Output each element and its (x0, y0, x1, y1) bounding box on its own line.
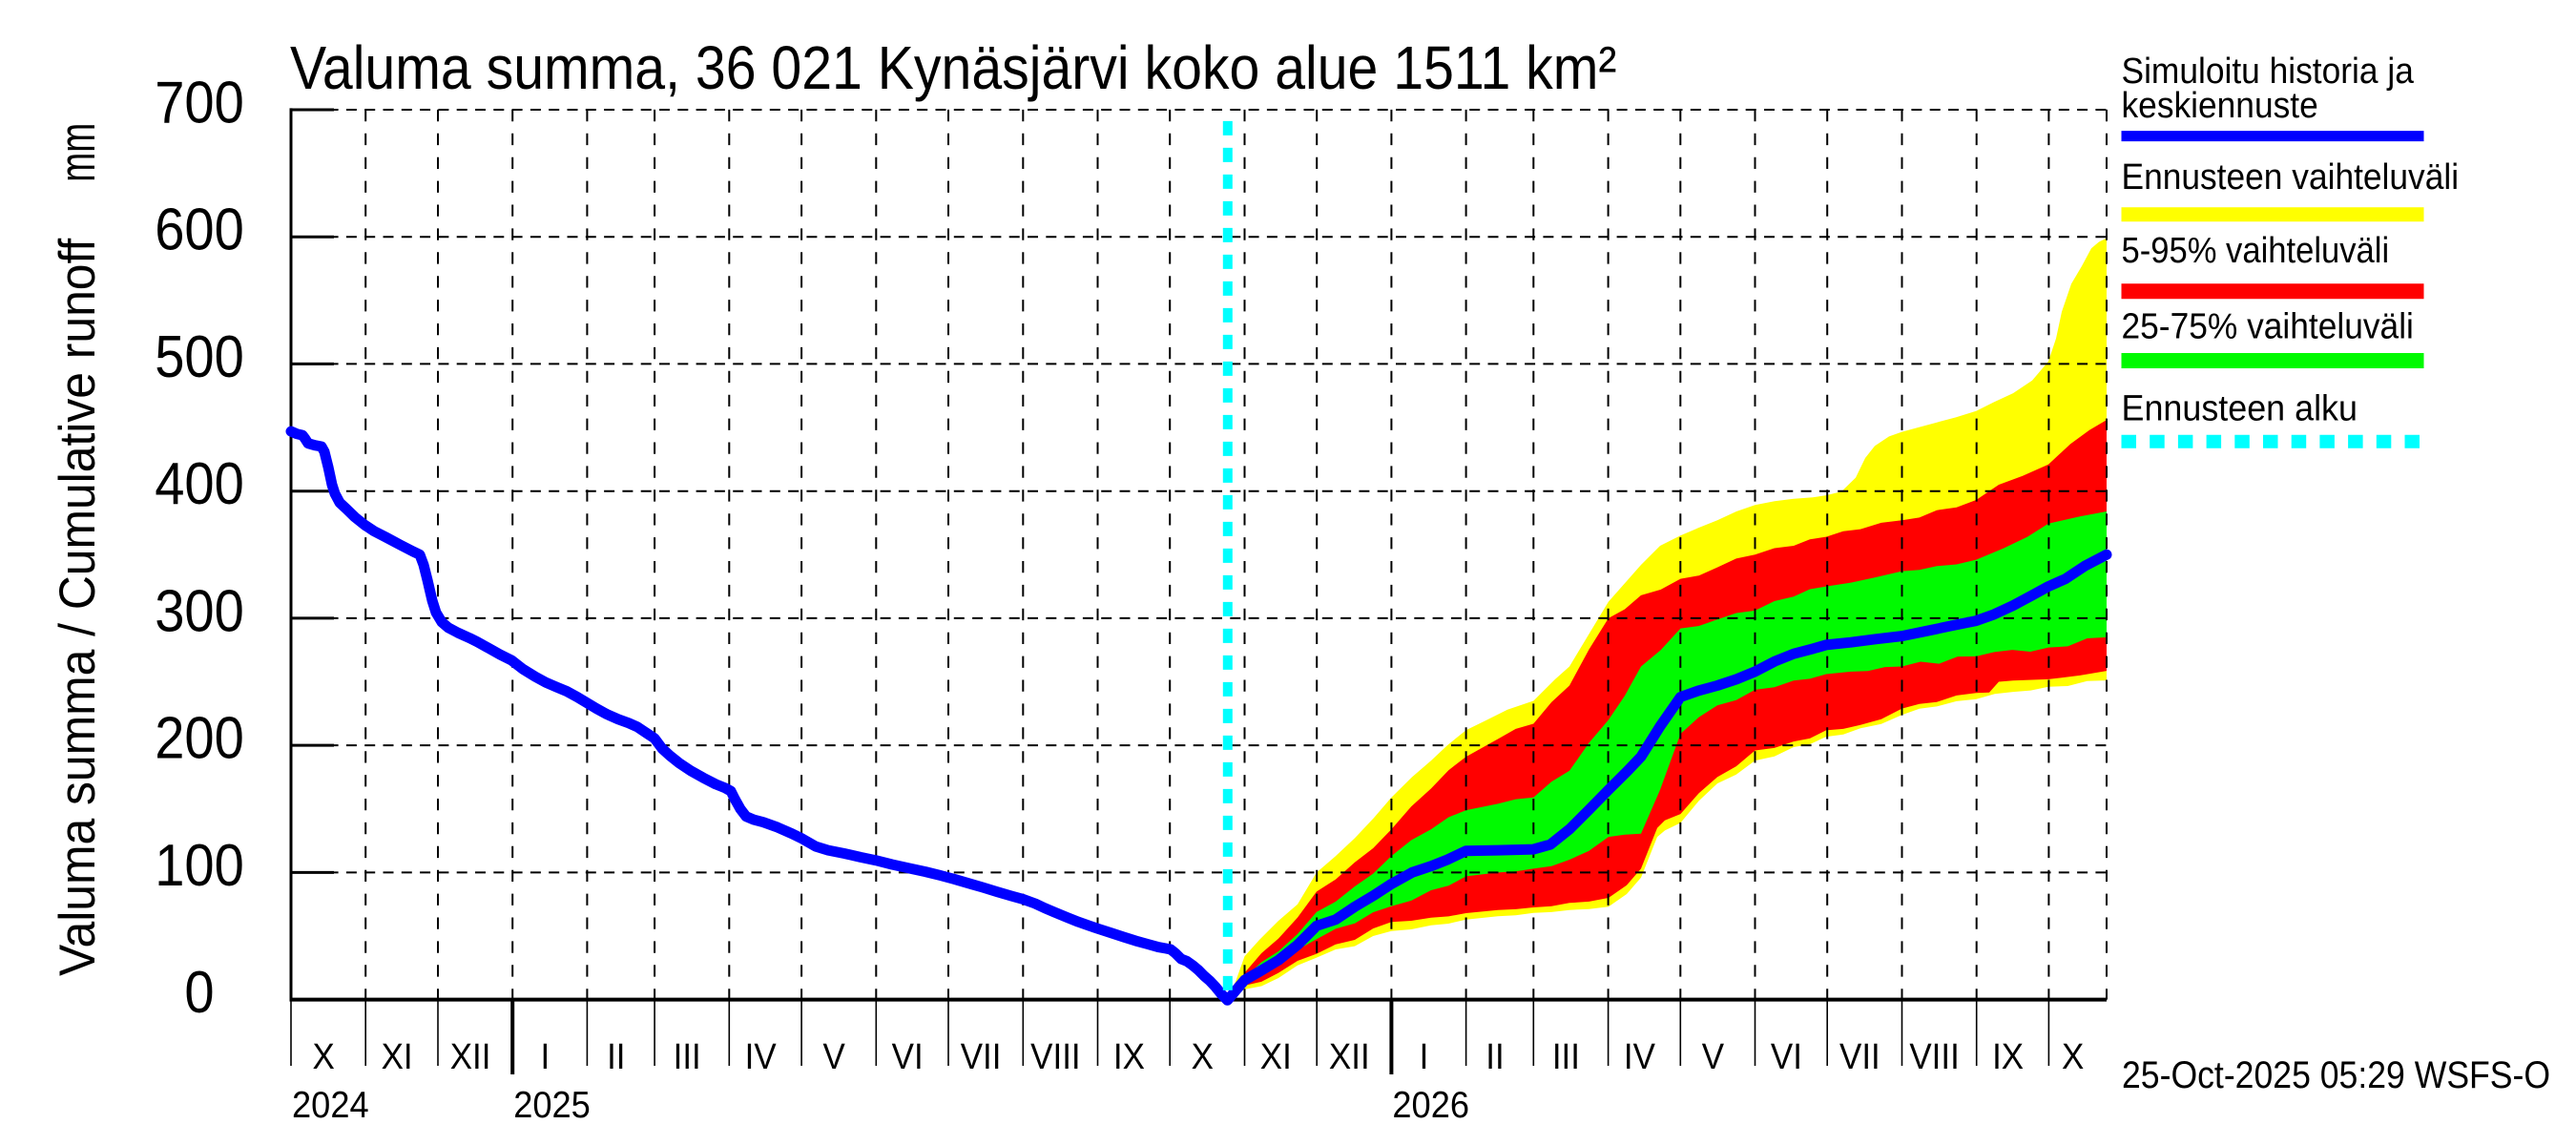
svg-text:2025: 2025 (513, 1084, 591, 1125)
svg-text:XII: XII (1329, 1036, 1370, 1077)
svg-text:Ennusteen alku: Ennusteen alku (2122, 387, 2358, 427)
svg-text:II: II (607, 1036, 625, 1077)
svg-text:25-Oct-2025 05:29 WSFS-O: 25-Oct-2025 05:29 WSFS-O (2122, 1054, 2550, 1096)
svg-text:II: II (1485, 1036, 1504, 1077)
svg-text:Valuma summa, 36 021 Kynäsjärv: Valuma summa, 36 021 Kynäsjärvi koko alu… (290, 33, 1616, 102)
svg-text:VIII: VIII (1909, 1036, 1959, 1077)
svg-text:200: 200 (155, 704, 244, 771)
svg-text:Ennusteen vaihteluväli: Ennusteen vaihteluväli (2122, 156, 2460, 197)
svg-text:IV: IV (1624, 1036, 1656, 1077)
svg-text:2026: 2026 (1392, 1084, 1469, 1125)
svg-text:IX: IX (1113, 1036, 1145, 1077)
svg-text:Valuma summa / Cumulative runo: Valuma summa / Cumulative runoff (49, 238, 106, 976)
svg-text:V: V (1702, 1036, 1725, 1077)
svg-text:5-95% vaihteluväli: 5-95% vaihteluväli (2122, 230, 2390, 271)
svg-text:VII: VII (1839, 1036, 1880, 1077)
svg-text:2024: 2024 (292, 1084, 369, 1125)
svg-text:XII: XII (450, 1036, 491, 1077)
svg-text:X: X (2062, 1036, 2084, 1077)
svg-text:600: 600 (155, 196, 244, 262)
svg-text:XI: XI (1260, 1036, 1292, 1077)
svg-text:500: 500 (155, 323, 244, 389)
svg-text:VI: VI (892, 1036, 924, 1077)
svg-text:X: X (1192, 1036, 1214, 1077)
svg-text:VIII: VIII (1030, 1036, 1080, 1077)
svg-text:Simuloitu historia ja: Simuloitu historia ja (2122, 51, 2415, 91)
svg-text:XI: XI (382, 1036, 413, 1077)
svg-text:X: X (312, 1036, 334, 1077)
svg-text:0: 0 (184, 958, 214, 1025)
svg-text:I: I (540, 1036, 550, 1077)
svg-text:700: 700 (155, 69, 244, 135)
svg-text:400: 400 (155, 450, 244, 517)
svg-text:III: III (1552, 1036, 1580, 1077)
svg-text:IX: IX (1992, 1036, 2024, 1077)
svg-text:mm: mm (49, 123, 105, 182)
svg-text:III: III (674, 1036, 701, 1077)
svg-text:I: I (1420, 1036, 1429, 1077)
svg-text:V: V (823, 1036, 846, 1077)
svg-text:300: 300 (155, 577, 244, 644)
svg-text:IV: IV (745, 1036, 778, 1077)
svg-text:25-75% vaihteluväli: 25-75% vaihteluväli (2122, 306, 2414, 346)
svg-text:VII: VII (961, 1036, 1002, 1077)
svg-text:100: 100 (155, 831, 244, 898)
svg-text:keskiennuste: keskiennuste (2122, 85, 2318, 125)
svg-text:VI: VI (1771, 1036, 1802, 1077)
